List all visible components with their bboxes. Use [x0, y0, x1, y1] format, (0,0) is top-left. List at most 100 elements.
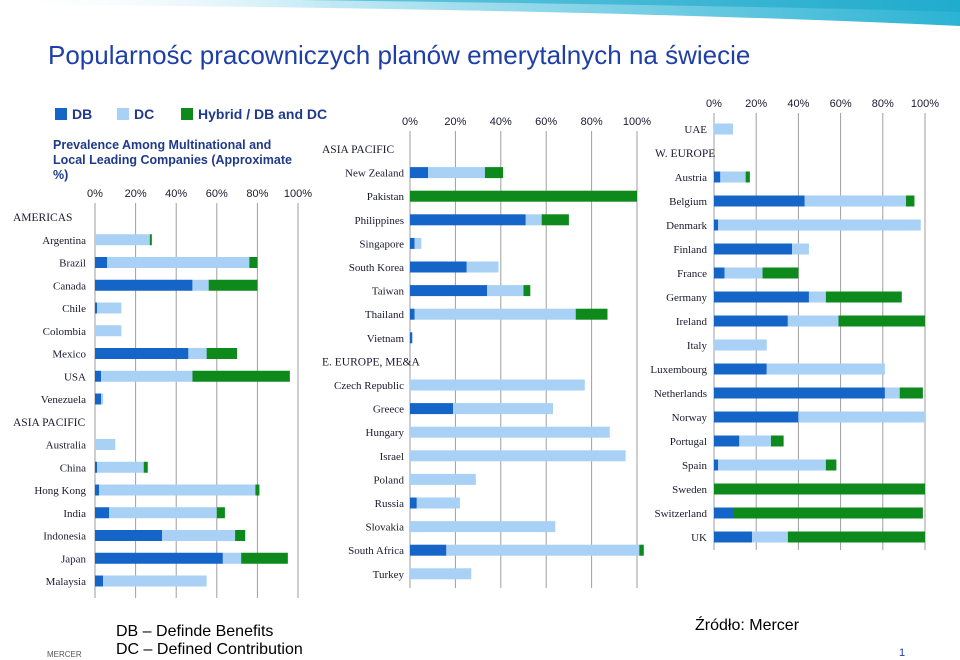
- x-tick-label: 80%: [872, 98, 894, 110]
- bar-dc-france: [724, 267, 763, 279]
- country-label-russia: Russia: [375, 498, 404, 510]
- country-label-netherlands: Netherlands: [654, 388, 707, 400]
- bar-dc-malaysia: [103, 575, 207, 587]
- bar-db-norway: [714, 411, 799, 423]
- country-label-chile: Chile: [62, 303, 86, 315]
- legend-label-dc: DC: [134, 106, 155, 122]
- country-label-mexico: Mexico: [52, 349, 86, 361]
- country-label-hong-kong: Hong Kong: [34, 485, 86, 497]
- country-label-brazil: Brazil: [59, 258, 86, 270]
- bar-db-spain: [714, 459, 719, 471]
- bar-hybrid-spain: [825, 459, 837, 471]
- bar-hybrid-ireland: [838, 315, 925, 327]
- bar-db-uk: [714, 531, 752, 543]
- bar-hybrid-uk: [787, 531, 925, 543]
- legend-swatch-dc: [117, 108, 129, 120]
- country-label-pakistan: Pakistan: [367, 191, 405, 203]
- bar-db-portugal: [714, 435, 740, 447]
- bar-db-usa: [95, 370, 102, 382]
- x-tick-label: 0%: [402, 116, 418, 128]
- bar-dc-colombia: [95, 325, 122, 337]
- bar-db-hong-kong: [95, 484, 100, 496]
- bar-db-greece: [410, 403, 454, 415]
- bar-dc-mexico: [188, 348, 207, 359]
- bar-hybrid-mexico: [206, 348, 238, 359]
- bar-db-mexico: [95, 348, 189, 359]
- bar-dc-germany: [808, 291, 826, 303]
- x-tick-label: 80%: [581, 116, 603, 128]
- country-label-philippines: Philippines: [354, 215, 404, 227]
- bar-hybrid-new-zealand: [484, 167, 504, 179]
- bar-dc-portugal: [739, 435, 771, 447]
- bar-hybrid-belgium: [906, 195, 915, 207]
- bar-dc-south-korea: [466, 261, 499, 273]
- bar-db-venezuela: [95, 393, 102, 405]
- legend-label-db: DB: [72, 106, 93, 122]
- country-label-taiwan: Taiwan: [372, 286, 405, 298]
- legend-item-hybrid: Hybrid / DB and DC: [181, 106, 327, 122]
- country-label-japan: Japan: [61, 553, 87, 565]
- bar-db-denmark: [714, 219, 719, 231]
- bar-dc-greece: [453, 403, 554, 415]
- country-label-belgium: Belgium: [669, 196, 707, 208]
- bar-dc-chile: [97, 302, 122, 314]
- x-tick-label: 0%: [87, 188, 103, 200]
- country-label-malaysia: Malaysia: [46, 576, 86, 588]
- bar-db-chile: [95, 302, 98, 314]
- bar-db-indonesia: [95, 530, 162, 541]
- chart-panel-2: 0% 20% 40% 60% 80% 100% ASIA PACIFIC New Zealan…: [322, 116, 651, 588]
- bar-dc-venezuela: [101, 393, 104, 405]
- bar-hybrid-philippines: [541, 214, 569, 226]
- bar-dc-hungary: [410, 426, 610, 438]
- bar-hybrid-netherlands: [899, 387, 923, 399]
- x-tick-label: 0%: [706, 98, 722, 110]
- bar-dc-south-africa: [446, 544, 640, 556]
- bar-hybrid-indonesia: [235, 530, 246, 541]
- bar-hybrid-sweden: [714, 483, 925, 495]
- bar-dc-spain: [718, 459, 826, 471]
- country-label-spain: Spain: [682, 460, 708, 472]
- x-tick-label: 100%: [284, 188, 312, 200]
- bar-dc-turkey: [410, 568, 472, 580]
- bar-dc-denmark: [718, 219, 921, 231]
- x-tick-label: 80%: [246, 188, 268, 200]
- footer-line-db: DB – Definde Benefits: [116, 623, 274, 640]
- bar-db-vietnam: [410, 332, 413, 344]
- country-label-argentina: Argentina: [42, 235, 86, 247]
- country-label-uae: UAE: [684, 124, 707, 136]
- bar-dc-australia: [95, 439, 116, 450]
- bar-dc-ireland: [787, 315, 839, 327]
- country-label-germany: Germany: [666, 292, 707, 304]
- bar-db-ireland: [714, 315, 788, 327]
- bar-db-russia: [410, 497, 417, 509]
- bar-db-south-africa: [410, 544, 447, 556]
- bar-db-france: [714, 267, 725, 279]
- x-tick-label: 100%: [623, 116, 651, 128]
- bar-db-thailand: [410, 308, 415, 320]
- bar-db-belgium: [714, 195, 805, 207]
- bar-hybrid-south-africa: [639, 544, 644, 556]
- country-label-czech-republic: Czech Republic: [334, 380, 404, 392]
- legend-swatch-hybrid: [181, 108, 193, 120]
- country-label-france: France: [677, 268, 707, 280]
- footer-line-dc: DC – Defined Contribution: [116, 641, 303, 658]
- bar-dc-taiwan: [487, 285, 524, 297]
- bar-hybrid-brazil: [249, 257, 258, 268]
- country-label-luxembourg: Luxembourg: [650, 364, 707, 376]
- top-banner: [0, 0, 960, 30]
- bar-hybrid-portugal: [770, 435, 784, 447]
- bar-dc-israel: [410, 450, 626, 462]
- bar-dc-uk: [751, 531, 788, 543]
- bar-dc-new-zealand: [428, 167, 485, 179]
- country-label-south-africa: South Africa: [348, 545, 404, 557]
- bar-db-luxembourg: [714, 363, 767, 375]
- bar-dc-norway: [798, 411, 925, 423]
- bar-hybrid-china: [143, 461, 148, 473]
- bar-hybrid-switzerland: [732, 507, 923, 519]
- bar-db-philippines: [410, 214, 526, 226]
- top-banner-graphic: [0, 0, 960, 26]
- bar-dc-singapore: [414, 237, 422, 249]
- country-label-denmark: Denmark: [666, 220, 707, 232]
- bar-db-taiwan: [410, 285, 488, 297]
